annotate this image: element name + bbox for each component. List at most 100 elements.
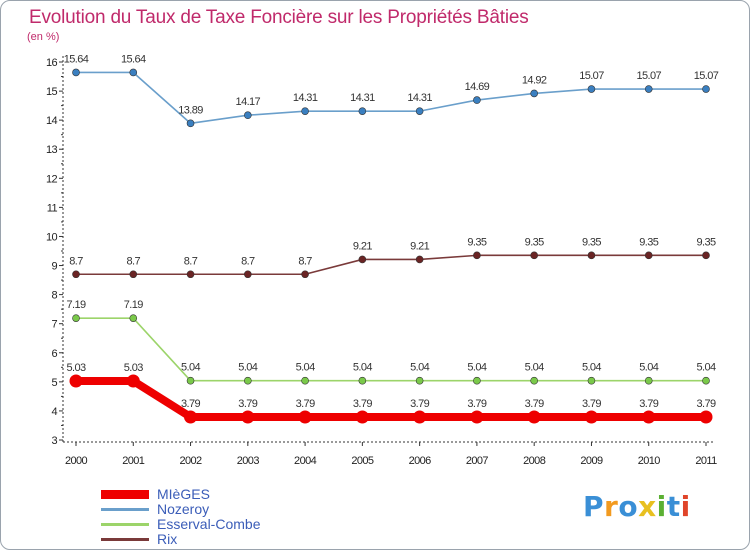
data-label: 13.89 (178, 104, 203, 116)
logo-letter: o (618, 490, 639, 523)
data-label: 3.79 (296, 398, 315, 410)
data-label: 5.04 (582, 362, 601, 374)
data-label: 15.07 (694, 70, 719, 82)
data-label: 3.79 (353, 398, 372, 410)
x-tick-label: 2010 (638, 455, 661, 467)
data-label: 9.35 (525, 236, 544, 248)
legend-label-nozeroy: Nozeroy (157, 501, 210, 517)
data-point (355, 410, 369, 424)
y-tick-label: 14 (46, 115, 58, 127)
data-label: 5.04 (467, 362, 486, 374)
data-point (415, 107, 424, 115)
y-tick-label: 8 (51, 290, 57, 302)
data-label: 3.79 (639, 398, 658, 410)
y-tick-label: 11 (47, 202, 58, 214)
data-label: 15.07 (636, 70, 661, 82)
data-point (298, 410, 312, 424)
y-tick-label: 7 (51, 319, 57, 331)
x-tick-label: 2007 (466, 455, 489, 467)
data-label: 5.04 (238, 362, 257, 374)
data-point (644, 376, 653, 385)
data-label: 3.79 (696, 398, 715, 410)
data-point (702, 376, 710, 385)
data-point (129, 270, 138, 279)
y-tick-label: 13 (46, 144, 58, 156)
y-tick-label: 15 (46, 86, 58, 98)
data-point (69, 374, 83, 388)
data-point (72, 68, 80, 77)
data-point (358, 255, 367, 264)
data-point (415, 255, 424, 264)
legend-label-mieges: MIèGES (157, 486, 210, 502)
data-label: 5.04 (639, 362, 658, 374)
data-point (358, 376, 367, 385)
y-tick-label: 16 (46, 57, 58, 69)
data-point (644, 251, 653, 260)
data-label: 8.7 (69, 255, 83, 267)
data-point (129, 68, 138, 77)
y-tick-label: 4 (51, 406, 57, 418)
data-label: 9.21 (353, 240, 372, 252)
data-point (644, 85, 653, 93)
data-label: 3.79 (410, 398, 429, 410)
data-point (584, 410, 598, 424)
y-tick-label: 3 (51, 435, 57, 447)
legend-swatch-mieges (101, 490, 149, 499)
x-tick-label: 2009 (580, 455, 603, 467)
data-point (301, 376, 309, 385)
data-point (530, 251, 538, 260)
data-point (473, 251, 481, 260)
data-label: 3.79 (181, 398, 200, 410)
data-label: 5.04 (696, 362, 715, 374)
logo-letter: P (583, 490, 605, 523)
y-unit-label: (en %) (27, 31, 60, 43)
data-point (244, 376, 252, 385)
legend-label-esserval-combe: Esserval-Combe (157, 516, 261, 532)
data-label: 9.35 (639, 236, 658, 248)
data-point (473, 376, 481, 385)
logo-letter: x (638, 490, 657, 523)
data-label: 14.92 (522, 74, 547, 86)
data-label: 9.35 (696, 236, 715, 248)
x-tick-label: 2006 (409, 455, 432, 467)
data-label: 8.7 (241, 255, 255, 267)
data-point (702, 251, 710, 260)
data-point (415, 376, 424, 385)
data-point (702, 85, 710, 93)
x-tick-label: 2000 (65, 455, 88, 467)
data-label: 7.19 (124, 299, 143, 311)
data-point (527, 410, 541, 424)
data-point (587, 85, 596, 93)
data-label: 9.21 (410, 240, 429, 252)
x-tick-label: 2008 (523, 455, 546, 467)
data-label: 8.7 (127, 255, 141, 267)
data-label: 5.04 (181, 362, 200, 374)
data-label: 5.04 (353, 362, 372, 374)
data-label: 3.79 (238, 398, 257, 410)
series-line-3 (75, 254, 707, 276)
data-point (413, 410, 427, 424)
data-point (241, 410, 255, 424)
x-tick-label: 2002 (180, 455, 203, 467)
data-point (587, 376, 596, 385)
data-label: 9.35 (467, 236, 486, 248)
data-point (642, 410, 656, 424)
data-label: 5.03 (66, 362, 85, 374)
legend-label-rix: Rix (157, 531, 178, 547)
proxiti-logo: Proxiti (583, 490, 691, 523)
data-point (126, 374, 140, 388)
y-tick-label: 5 (51, 377, 57, 389)
y-tick-label: 10 (46, 231, 58, 243)
legend-swatch-rix (101, 538, 149, 541)
chart-title: Evolution du Taux de Taxe Foncière sur l… (29, 7, 529, 28)
legend-swatch-esserval-combe (101, 523, 149, 526)
y-tick-label: 9 (51, 261, 57, 273)
series-line-0 (72, 376, 710, 422)
data-label: 8.7 (184, 255, 198, 267)
data-point (473, 96, 481, 104)
y-tick-label: 6 (51, 348, 57, 360)
data-label: 5.03 (124, 362, 143, 374)
x-tick-label: 2004 (294, 455, 317, 467)
data-label: 7.19 (66, 299, 85, 311)
